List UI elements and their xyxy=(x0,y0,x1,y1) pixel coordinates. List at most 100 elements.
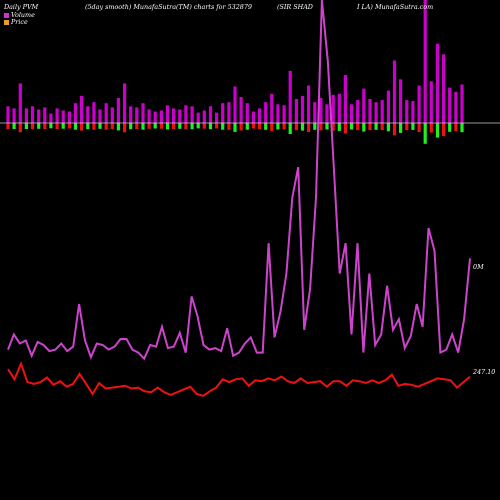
volume-bar xyxy=(460,84,464,123)
price-change-bar xyxy=(417,123,421,132)
volume-bar xyxy=(165,105,170,123)
volume-bar xyxy=(331,94,335,123)
volume-bar xyxy=(80,95,84,123)
legend-price: Price xyxy=(4,18,28,26)
volume-bar xyxy=(6,106,10,123)
volume-bar xyxy=(350,104,354,124)
price-change-bar xyxy=(276,123,280,130)
price-change-bar xyxy=(251,123,255,129)
price-change-bar xyxy=(392,123,397,136)
volume-bar xyxy=(104,103,108,123)
price-change-bar xyxy=(80,123,84,131)
price-change-bar xyxy=(337,123,341,131)
legend-volume-swatch xyxy=(4,12,9,18)
price-change-bar xyxy=(147,123,151,129)
volume-bar xyxy=(215,112,219,123)
volume-bar xyxy=(24,108,28,123)
volume-bar xyxy=(386,90,390,123)
volume-bar xyxy=(343,75,347,123)
price-change-bar xyxy=(313,123,317,130)
volume-bar xyxy=(356,100,360,123)
price-change-bar xyxy=(423,123,427,144)
volume-bar xyxy=(325,104,329,124)
volume-bar xyxy=(435,43,440,123)
volume-bar xyxy=(49,113,53,123)
price-change-bar xyxy=(227,123,231,130)
price-change-bar xyxy=(190,123,194,130)
volume-bar xyxy=(319,98,323,123)
volume-bar xyxy=(227,102,231,123)
price-change-bar xyxy=(104,123,108,130)
price-change-bar xyxy=(184,123,188,130)
volume-line xyxy=(7,0,471,361)
volume-bar xyxy=(276,104,280,124)
price-change-bar xyxy=(350,123,354,130)
volume-bar xyxy=(159,110,163,123)
chart-title-left: Daily PVM xyxy=(4,3,39,11)
chart-title-right-2: I LA) MunafaSutra.com xyxy=(357,3,434,11)
volume-bar xyxy=(294,99,298,123)
volume-bar xyxy=(73,103,78,123)
price-change-bar xyxy=(374,123,378,130)
price-change-bar xyxy=(67,123,71,129)
volume-bar xyxy=(12,108,16,123)
volume-bar xyxy=(362,88,366,123)
volume-bar xyxy=(448,87,452,123)
price-change-bar xyxy=(135,123,139,130)
volume-bar xyxy=(245,103,249,123)
volume-bar xyxy=(417,85,421,123)
volume-bar xyxy=(98,109,102,123)
volume-bar xyxy=(282,105,286,123)
legend-volume: Volume xyxy=(4,11,35,19)
price-change-bar xyxy=(92,123,96,130)
volume-bar xyxy=(18,83,22,123)
price-change-bar xyxy=(307,123,311,132)
volume-bar xyxy=(135,107,139,123)
volume-bar xyxy=(30,106,35,123)
price-change-bar xyxy=(43,123,47,130)
price-change-bar xyxy=(245,123,249,130)
price-change-bar xyxy=(288,123,292,134)
price-change-bar xyxy=(12,123,16,129)
volume-bar xyxy=(380,100,384,123)
price-change-bar xyxy=(380,123,384,131)
price-change-bar xyxy=(37,123,41,129)
volume-bar xyxy=(92,102,96,123)
price-change-bar xyxy=(159,123,163,129)
volume-end-label: 0M xyxy=(473,263,484,271)
volume-bar xyxy=(153,111,157,123)
volume-bar xyxy=(313,102,317,123)
price-change-bar xyxy=(405,123,409,131)
price-change-bar xyxy=(123,123,127,133)
price-change-bar xyxy=(233,123,237,132)
volume-bar xyxy=(61,110,65,123)
price-change-bar xyxy=(208,123,213,130)
price-end-label: 247.10 xyxy=(473,368,496,376)
price-change-bar xyxy=(215,123,219,129)
volume-bar xyxy=(442,54,446,123)
price-change-bar xyxy=(24,123,28,129)
price-change-bar xyxy=(110,123,114,130)
price-change-bar xyxy=(153,123,157,129)
price-change-bar xyxy=(264,123,268,130)
volume-bar xyxy=(239,97,243,123)
volume-bar xyxy=(190,106,194,123)
volume-bar xyxy=(86,106,90,123)
price-change-bar xyxy=(356,123,360,131)
volume-bar xyxy=(141,103,145,123)
volume-bar xyxy=(405,100,409,123)
volume-bar xyxy=(37,109,41,123)
price-change-bar xyxy=(61,123,65,129)
price-change-bar xyxy=(221,123,225,130)
price-change-bar xyxy=(49,123,53,129)
price-change-bar xyxy=(343,123,347,134)
price-change-bar xyxy=(165,123,170,130)
price-change-bar xyxy=(73,123,78,130)
volume-bar xyxy=(392,60,397,123)
price-change-bar xyxy=(55,123,59,129)
volume-bar xyxy=(43,107,47,123)
price-change-bar xyxy=(178,123,182,129)
volume-bar xyxy=(178,109,182,123)
price-change-bar xyxy=(368,123,372,131)
legend-price-swatch xyxy=(4,19,9,25)
